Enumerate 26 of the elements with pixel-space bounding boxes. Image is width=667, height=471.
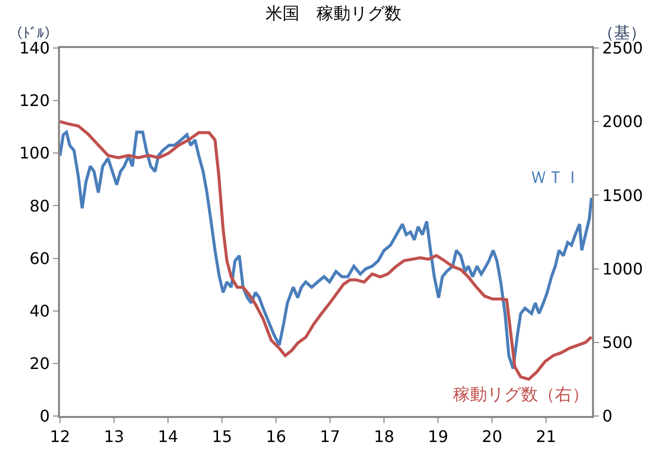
- x-tick-label: 13: [104, 427, 124, 446]
- x-tick-label: 21: [536, 427, 556, 446]
- x-tick-label: 12: [50, 427, 70, 446]
- y2-tick-label: 1000: [602, 259, 643, 278]
- x-tick-label: 17: [320, 427, 340, 446]
- chart-title: 米国 稼動リグ数: [266, 4, 402, 24]
- y-tick-label: 0: [40, 406, 50, 426]
- x-tick-label: 20: [482, 427, 502, 446]
- y-tick-label: 60: [29, 248, 50, 268]
- x-tick-label: 19: [428, 427, 448, 446]
- y2-tick-label: 2000: [602, 112, 643, 132]
- y2-tick-label: 500: [602, 333, 633, 352]
- series-label: ＷＴＩ: [530, 168, 581, 188]
- x-tick-label: 14: [158, 427, 178, 446]
- series-label: 稼動リグ数（右）: [453, 385, 589, 405]
- x-tick-label: 18: [374, 427, 394, 446]
- y2-tick-label: 0: [602, 406, 612, 426]
- y-tick-label: 100: [19, 144, 50, 163]
- x-tick-label: 15: [212, 427, 232, 446]
- y-tick-label: 120: [19, 91, 50, 110]
- y-tick-label: 20: [29, 354, 50, 374]
- y2-axis-title: （基）: [598, 23, 646, 42]
- y2-tick-label: 1500: [602, 186, 643, 205]
- x-tick-label: 16: [266, 427, 286, 446]
- y-tick-label: 40: [29, 301, 50, 320]
- y-tick-label: 80: [29, 196, 50, 216]
